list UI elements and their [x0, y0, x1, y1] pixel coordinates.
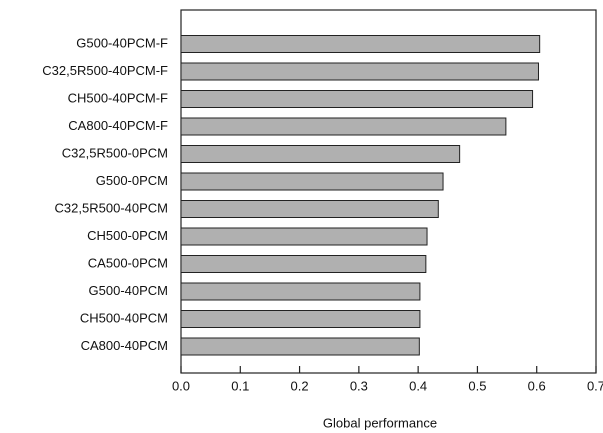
y-tick-label: CA800-40PCM-F: [68, 118, 168, 133]
x-tick-label: 0.3: [350, 378, 368, 393]
y-tick-label: C32,5R500-40PCM-F: [42, 63, 168, 78]
x-tick-label: 0.1: [231, 378, 249, 393]
bar: [180, 310, 421, 328]
y-tick-label: G500-40PCM: [89, 283, 168, 298]
bar: [180, 62, 539, 81]
bar: [180, 200, 439, 218]
x-tick-label: 0.5: [468, 378, 486, 393]
y-tick-label: CA800-40PCM: [81, 338, 168, 353]
x-axis-label: Global performance: [323, 415, 437, 430]
y-tick-label: C32,5R500-40PCM: [55, 200, 168, 215]
plot-frame: [180, 9, 597, 374]
bar: [180, 117, 507, 136]
y-tick-label: C32,5R500-0PCM: [62, 145, 168, 160]
y-tick-label: CA500-0PCM: [88, 255, 168, 270]
bar: [180, 172, 444, 191]
bar: [180, 227, 428, 246]
y-tick-label: CH500-40PCM: [80, 310, 168, 325]
x-tick-label: 0.7: [587, 378, 603, 393]
y-tick-label: G500-0PCM: [96, 173, 168, 188]
x-tick-label: 0.0: [172, 378, 190, 393]
x-tick-label: 0.2: [291, 378, 309, 393]
bar: [180, 145, 461, 163]
y-tick-label: CH500-40PCM-F: [68, 90, 168, 105]
bar: [180, 35, 541, 53]
x-tick-label: 0.6: [528, 378, 546, 393]
bar: [180, 337, 420, 356]
bar: [180, 282, 421, 301]
x-tick-label: 0.4: [409, 378, 427, 393]
bar: [180, 255, 427, 273]
y-tick-label: G500-40PCM-F: [76, 35, 168, 50]
bar: [180, 90, 534, 108]
y-tick-label: CH500-0PCM: [87, 228, 168, 243]
